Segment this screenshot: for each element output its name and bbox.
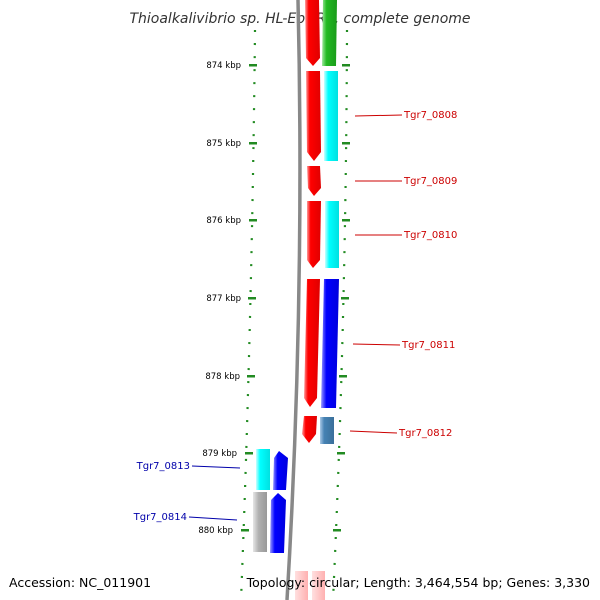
gene-tgr7-0814[interactable] — [270, 493, 286, 553]
kbp-label: 879 kbp — [202, 449, 237, 459]
genome-backbone — [285, 0, 302, 600]
gene-label-tgr7-0810[interactable]: Tgr7_0810 — [403, 230, 457, 241]
gene-label-tgr7-0813[interactable]: Tgr7_0813 — [136, 461, 190, 472]
genome-summary-text: Topology: circular; Length: 3,464,554 bp… — [246, 575, 590, 590]
dotted-guide-left — [239, 29, 257, 600]
kbp-tick: 877 kbp — [206, 294, 256, 304]
kbp-label: 878 kbp — [205, 372, 240, 382]
gene-labels: Tgr7_0808 Tgr7_0809 Tgr7_0810 Tgr7_0811 … — [133, 110, 458, 523]
cog-track-right — [312, 0, 339, 600]
gene-label-tgr7-0808[interactable]: Tgr7_0808 — [403, 110, 457, 121]
gene-label-tgr7-0811[interactable]: Tgr7_0811 — [401, 340, 455, 351]
kbp-label: 876 kbp — [206, 216, 241, 226]
gene-label-tgr7-0812[interactable]: Tgr7_0812 — [398, 428, 452, 439]
gene-tgr7-0814-cog[interactable] — [253, 492, 267, 552]
kbp-tick: 876 kbp — [206, 216, 257, 226]
gene-tgr7-0811[interactable] — [304, 279, 320, 407]
gene-label-tgr7-0809[interactable]: Tgr7_0809 — [403, 176, 457, 187]
reverse-strand-track — [253, 449, 288, 553]
kbp-tick: 878 kbp — [205, 372, 255, 382]
kbp-label: 880 kbp — [198, 526, 233, 536]
kbp-label: 875 kbp — [206, 139, 241, 149]
kbp-label: 874 kbp — [206, 61, 241, 71]
gene-label-tgr7-0814[interactable]: Tgr7_0814 — [133, 512, 187, 523]
kbp-tick: 880 kbp — [198, 526, 249, 536]
gene-tgr7-0813-cog[interactable] — [256, 449, 270, 490]
right-tick-marks — [333, 64, 350, 532]
gene-tgr7-0813[interactable] — [273, 451, 288, 490]
gene-offscreen-reverse[interactable] — [312, 571, 325, 600]
gene-tgr7-0809[interactable] — [307, 166, 321, 196]
gene-offscreen-forward[interactable] — [295, 571, 308, 600]
kbp-tick: 879 kbp — [202, 449, 253, 459]
gene-tgr7-0812[interactable] — [302, 416, 317, 443]
gene-tgr7-0810-cog[interactable] — [325, 201, 339, 268]
gene-tgr7-0811-cog[interactable] — [321, 279, 339, 408]
forward-strand-track — [295, 0, 321, 600]
gene-tgr7-0810[interactable] — [307, 201, 321, 268]
kbp-label: 877 kbp — [206, 294, 241, 304]
kbp-tick: 875 kbp — [206, 139, 257, 149]
kbp-tick: 874 kbp — [206, 61, 257, 71]
gene-tgr7-0807-cog[interactable] — [322, 0, 337, 66]
gene-tgr7-0808-cog[interactable] — [324, 71, 338, 161]
kbp-scale: 874 kbp 875 kbp 876 kbp 877 kbp 878 kbp … — [198, 61, 257, 536]
dotted-guide-right — [331, 29, 349, 600]
accession-text: Accession: NC_011901 — [9, 575, 151, 590]
gene-tgr7-0808[interactable] — [306, 71, 321, 161]
gene-tgr7-0812-cog[interactable] — [320, 417, 334, 444]
gene-tgr7-0807[interactable] — [305, 0, 320, 66]
